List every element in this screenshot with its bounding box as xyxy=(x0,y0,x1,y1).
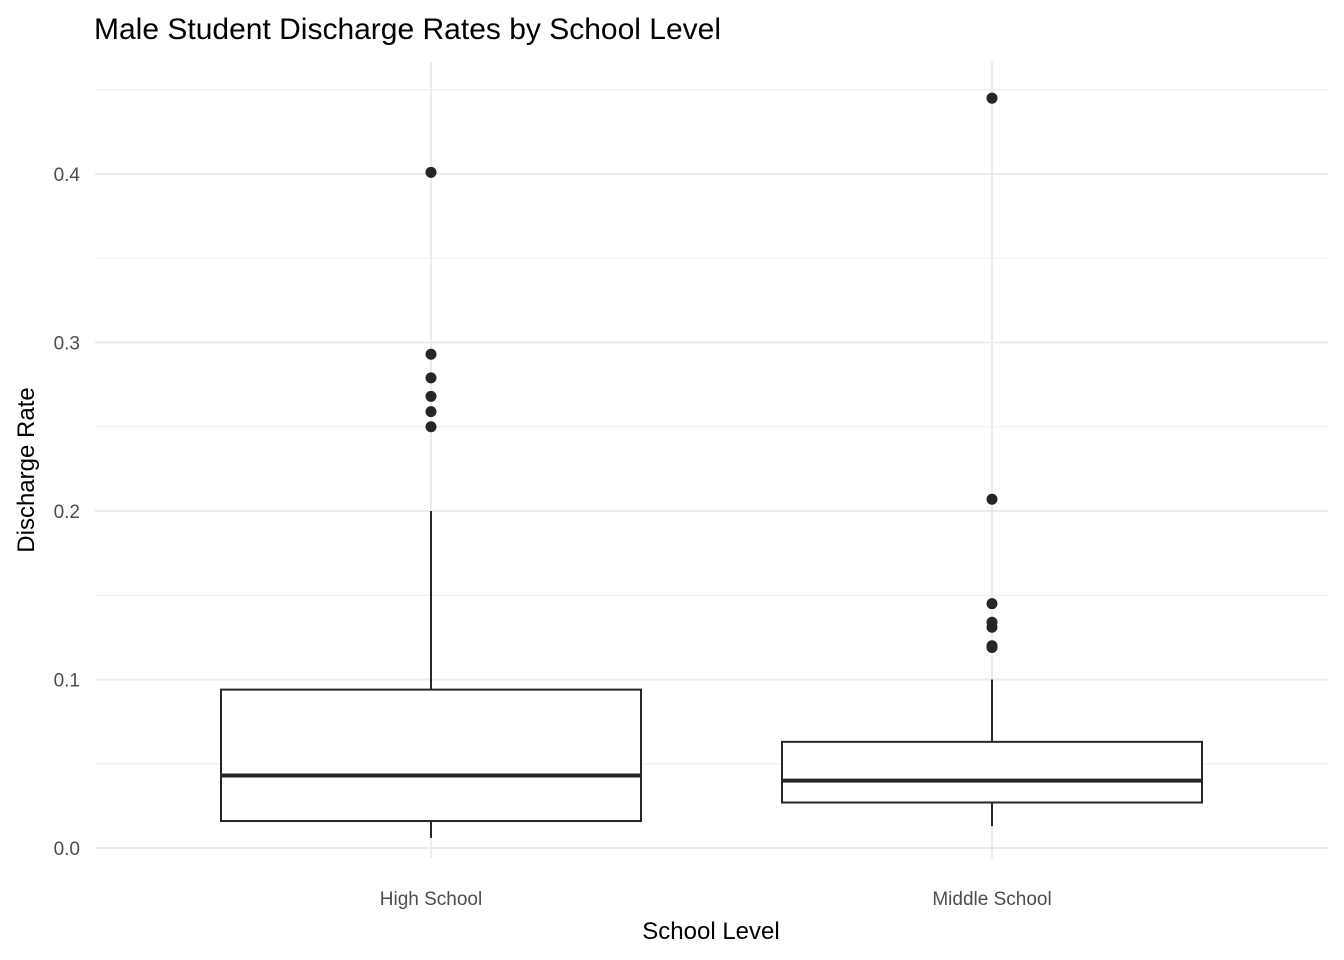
outlier-point xyxy=(425,406,437,418)
outlier-point xyxy=(425,421,437,433)
outlier-point xyxy=(986,598,998,610)
box xyxy=(781,740,1203,804)
grid xyxy=(95,62,1328,858)
y-axis-title: Discharge Rate xyxy=(13,387,40,552)
outlier-point xyxy=(425,166,437,178)
y-tick-label: 0.1 xyxy=(54,671,80,692)
outlier-point xyxy=(425,372,437,384)
y-tick-labels: 0.0 0.1 0.2 0.3 0.4 xyxy=(54,165,81,860)
x-tick-label: Middle School xyxy=(932,889,1051,910)
x-tick-labels: High School Middle School xyxy=(380,889,1052,910)
outlier-point xyxy=(986,621,998,633)
outlier-point xyxy=(986,92,998,104)
x-tick-label: High School xyxy=(380,889,482,910)
boxes xyxy=(220,92,1203,838)
outlier-point xyxy=(425,390,437,402)
y-tick-label: 0.0 xyxy=(54,839,80,860)
x-axis-title: School Level xyxy=(642,918,779,945)
box xyxy=(220,688,642,823)
outlier-point xyxy=(425,348,437,360)
chart-title: Male Student Discharge Rates by School L… xyxy=(94,13,721,46)
y-tick-label: 0.2 xyxy=(54,502,80,523)
y-tick-label: 0.4 xyxy=(54,165,81,186)
y-tick-label: 0.3 xyxy=(54,334,80,355)
outlier-point xyxy=(986,641,998,653)
outlier-point xyxy=(986,493,998,505)
